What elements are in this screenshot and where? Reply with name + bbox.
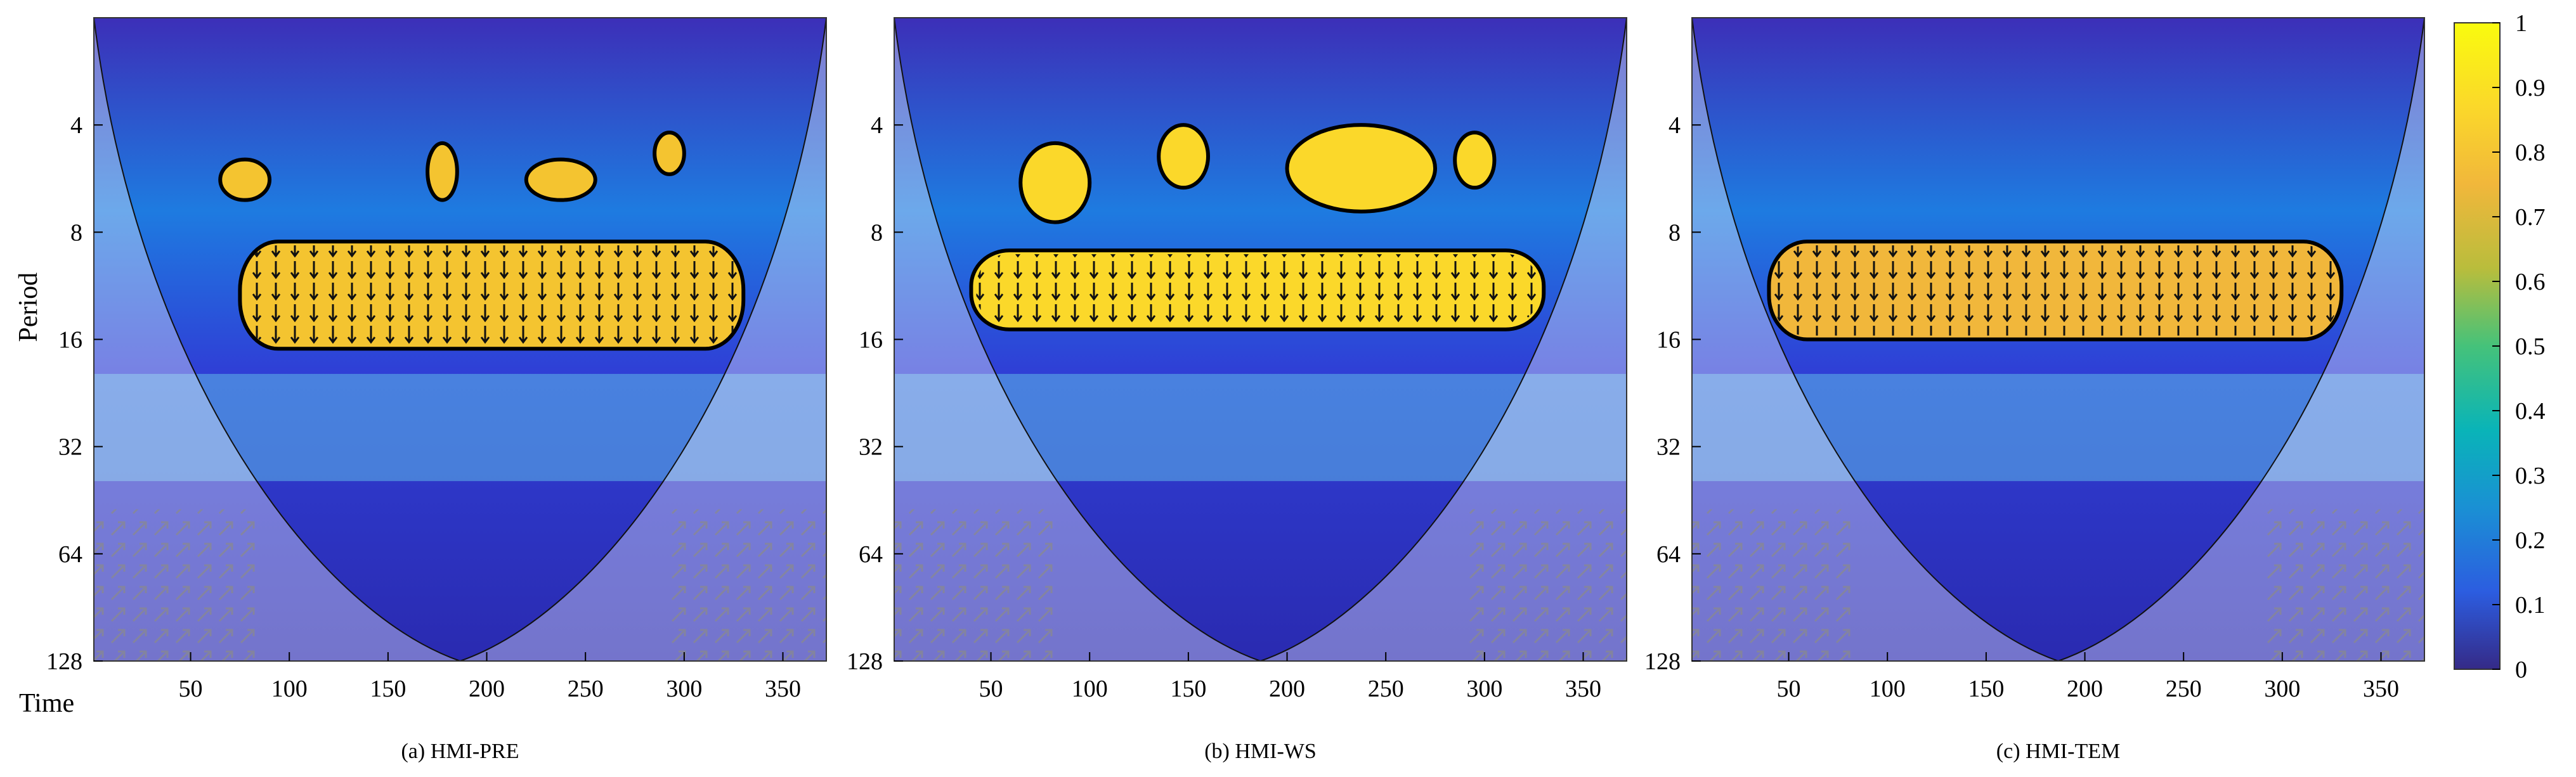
y-tick-label: 8 (1669, 219, 1681, 246)
x-axis-label: Time (19, 689, 74, 718)
colorbar-tick-label: 0.3 (2515, 463, 2546, 489)
x-tick-label: 300 (666, 676, 702, 702)
significant-region (1285, 123, 1438, 214)
x-tick-label: 100 (1072, 676, 1108, 702)
colorbar-tick-label: 0.9 (2515, 75, 2546, 101)
significant-region (426, 141, 459, 202)
cone-of-influence-line (93, 17, 460, 662)
significant-region (653, 131, 686, 176)
x-tick-label: 250 (2166, 676, 2202, 702)
x-tick-label: 350 (765, 676, 801, 702)
colorbar-tick-label: 0.4 (2515, 398, 2546, 425)
y-tick-label: 32 (859, 434, 883, 461)
cone-of-influence-right (2058, 18, 2424, 661)
panel-2: 4 8 16 32 64 128 50 100 150 200 250 300 350 (b) HMI-W… (847, 17, 1627, 763)
x-tick-label: 50 (1777, 676, 1801, 702)
y-tick-label: 32 (1656, 434, 1681, 461)
phase-arrows-outside (2263, 509, 2424, 661)
y-tick-label: 8 (871, 219, 883, 246)
x-tick-label: 350 (2363, 676, 2399, 702)
significant-region (1018, 141, 1092, 224)
y-tick-label: 16 (1656, 327, 1681, 354)
x-tick-label: 200 (469, 676, 505, 702)
y-tick-label: 32 (58, 434, 82, 461)
y-tick-label: 4 (1669, 112, 1681, 139)
phase-arrows-outside (665, 509, 826, 661)
cone-of-influence-right (460, 18, 826, 661)
colorbar-tick-label: 0 (2515, 657, 2527, 683)
y-tick-label: 64 (859, 541, 883, 568)
phase-arrows-outside (94, 509, 256, 661)
cone-of-influence-line (460, 17, 827, 662)
panel-caption: (b) HMI-WS (1204, 740, 1317, 763)
x-tick-label: 200 (1269, 676, 1305, 702)
colorbar-tick-label: 0.7 (2515, 204, 2546, 231)
background-band (894, 373, 1627, 482)
phase-arrows (1774, 245, 2337, 336)
cone-of-influence-left (894, 18, 1261, 661)
y-tick-label: 8 (70, 219, 82, 246)
x-tick-label: 150 (1170, 676, 1206, 702)
panel-caption: (c) HMI-TEM (1996, 740, 2120, 763)
cone-of-influence-line (2058, 17, 2425, 662)
x-tick-label: 100 (1870, 676, 1906, 702)
background-band (1692, 373, 2424, 482)
x-tick-label: 250 (568, 676, 604, 702)
x-tick-label: 150 (370, 676, 406, 702)
significant-region (218, 157, 272, 202)
significant-region (1453, 131, 1497, 190)
cone-of-influence-left (1692, 18, 2059, 661)
cone-of-influence-right (1260, 18, 1627, 661)
y-tick-label: 4 (70, 112, 82, 139)
significant-region (524, 157, 597, 202)
cone-of-influence-left (94, 18, 460, 661)
y-axis-label: Period (14, 273, 43, 342)
colorbar: 1 0.9 0.8 0.7 0.6 0.5 0.4 0.3 0.2 0.1 0 (2454, 10, 2546, 683)
y-tick-label: 128 (847, 648, 883, 675)
colorbar-tick-label: 0.5 (2515, 333, 2546, 360)
colorbar-tick-label: 0.2 (2515, 527, 2546, 554)
panel-1: 4 8 16 32 64 128 50 100 150 200 250 300 350 Period Tim… (14, 17, 827, 763)
y-tick-label: 128 (46, 648, 82, 675)
phase-arrows-outside (894, 509, 1056, 661)
phase-arrows-outside (1692, 509, 1854, 661)
x-tick-label: 350 (1565, 676, 1601, 702)
colorbar-tick-label: 0.1 (2515, 592, 2546, 619)
colorbar-tick-label: 1 (2515, 10, 2527, 37)
colorbar-tick-label: 0.8 (2515, 139, 2546, 166)
significant-region (1157, 123, 1211, 190)
x-tick-label: 250 (1368, 676, 1404, 702)
x-tick-label: 200 (2067, 676, 2103, 702)
y-tick-label: 64 (1656, 541, 1681, 568)
panels-layer: 4 8 16 32 64 128 50 100 150 200 250 300 350 Period Tim… (14, 17, 2425, 763)
x-tick-label: 300 (1466, 676, 1502, 702)
y-tick-label: 16 (58, 327, 82, 354)
cone-of-influence-line (1260, 17, 1627, 662)
panel-caption: (a) HMI-PRE (401, 740, 519, 763)
phase-arrows-outside (1465, 509, 1627, 661)
y-tick-label: 128 (1644, 648, 1681, 675)
cone-of-influence-line (1691, 17, 2059, 662)
background-band (94, 373, 826, 482)
panel-3: 4 8 16 32 64 128 50 100 150 200 250 300 350 (c) HMI-T… (1644, 17, 2425, 763)
y-tick-label: 64 (58, 541, 82, 568)
x-tick-label: 50 (179, 676, 203, 702)
x-tick-label: 150 (1968, 676, 2004, 702)
cone-of-influence-line (894, 17, 1261, 662)
x-tick-label: 50 (979, 676, 1003, 702)
x-tick-label: 300 (2264, 676, 2300, 702)
x-tick-label: 100 (271, 676, 308, 702)
phase-arrows (976, 254, 1539, 326)
y-tick-label: 4 (871, 112, 883, 139)
y-tick-label: 16 (859, 327, 883, 354)
phase-arrows (245, 245, 739, 345)
colorbar-tick-label: 0.6 (2515, 269, 2546, 295)
